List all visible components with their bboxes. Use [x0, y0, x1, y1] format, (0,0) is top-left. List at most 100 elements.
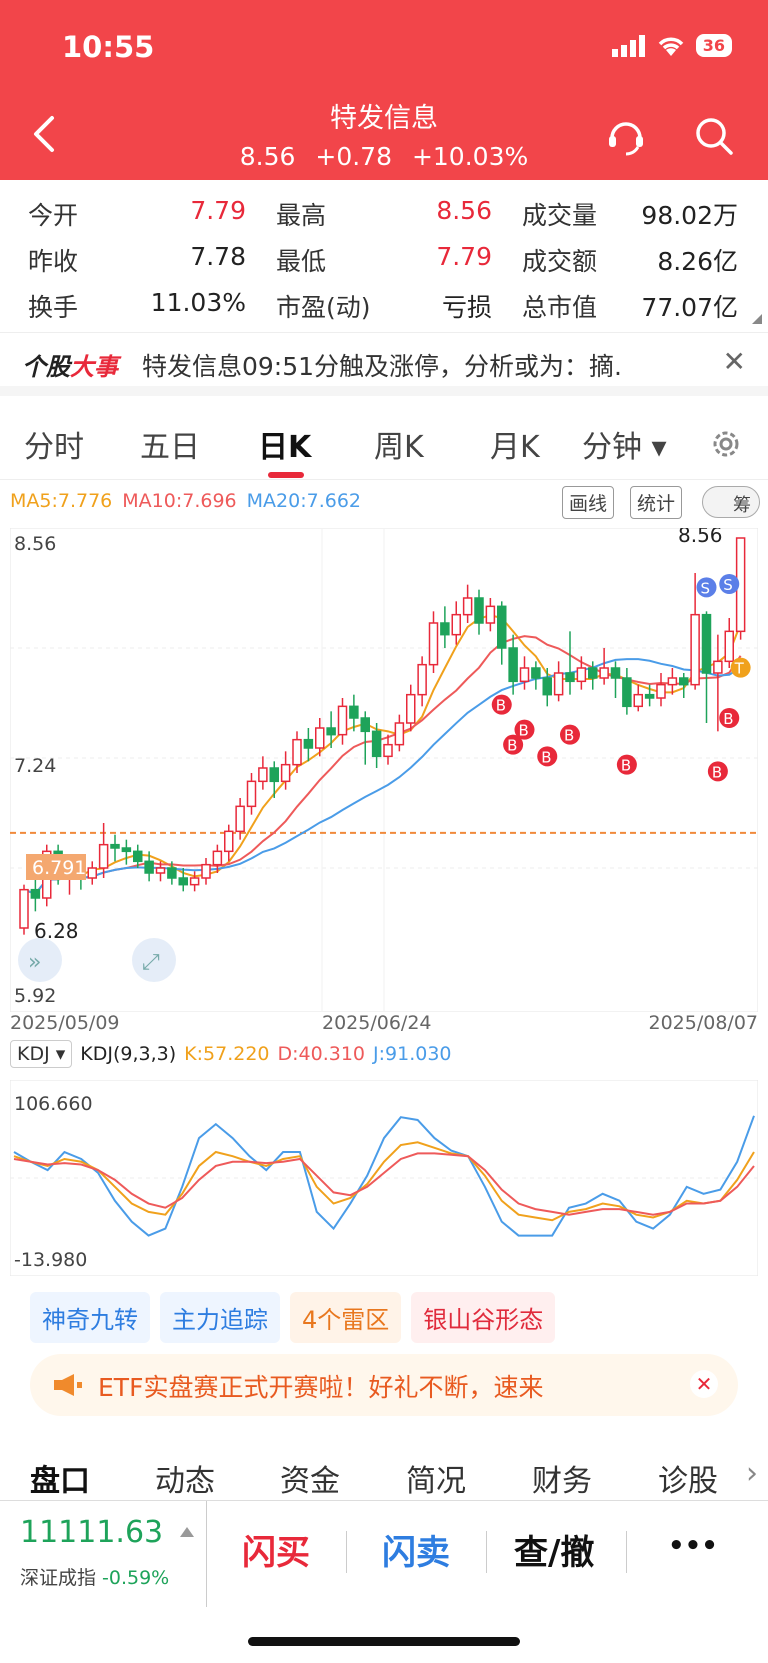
dash-price-badge	[26, 854, 86, 880]
candle-body	[212, 850, 223, 866]
candle-body	[485, 605, 496, 624]
price-top-label: 8.56	[14, 533, 56, 555]
chart-period-tabs: 分时 五日 日K 周K 月K 分钟 ▾	[0, 406, 768, 480]
tab-monthly-k[interactable]: 月K	[490, 430, 540, 465]
promo-banner[interactable]: ETF实盘赛正式开赛啦！好礼不断，速来 ✕	[30, 1354, 738, 1416]
tool-risk-zones[interactable]: 4个雷区	[290, 1292, 402, 1343]
chevron-right-icon[interactable]: ›	[746, 1456, 758, 1491]
candle-body	[599, 667, 609, 679]
bottom-trade-bar: 11111.63 深证成指 -0.59% 闪买 闪卖 查/撤 •••	[0, 1500, 768, 1663]
expand-corner-icon[interactable]	[752, 314, 762, 324]
customer-service-icon[interactable]	[604, 114, 648, 158]
tab-intraday[interactable]: 分时	[24, 430, 84, 465]
candle-body	[349, 705, 359, 719]
market-cap-value: 77.07亿	[641, 293, 738, 322]
caret-up-icon	[180, 1527, 194, 1537]
date-label-3: 2025/08/07	[648, 1012, 758, 1034]
candle-body	[258, 767, 268, 783]
index-value[interactable]: 11111.63	[20, 1515, 164, 1550]
kdj-chart[interactable]: 106.660 -13.980	[10, 1080, 758, 1276]
candle-body	[371, 730, 382, 758]
expand-arrows-icon: ⤢	[142, 950, 160, 975]
news-bar[interactable]: 个股大事 特发信息09:51分触及涨停，分析或为：摘. ✕	[0, 332, 768, 396]
candle-body	[679, 677, 689, 686]
kdj-j: J:91.030	[373, 1043, 452, 1065]
marker-b-text: B	[519, 722, 529, 740]
prev-close-label: 昨收	[28, 247, 79, 276]
candle-body	[497, 605, 507, 649]
draw-line-button[interactable]: 画线	[562, 486, 615, 519]
index-name-row: 深证成指 -0.59%	[20, 1563, 169, 1590]
tab-minute[interactable]: 分钟 ▾	[582, 430, 667, 465]
marker-b-icon	[537, 746, 558, 767]
low-label: 最低	[276, 247, 327, 276]
search-icon[interactable]	[692, 114, 736, 158]
volume-label: 成交量	[522, 201, 598, 230]
query-cancel-button[interactable]: 查/撤	[514, 1533, 595, 1573]
indicator-select[interactable]: KDJ ▾	[10, 1040, 73, 1068]
open-value: 7.79	[190, 196, 246, 225]
stats-button[interactable]: 统计	[630, 486, 683, 519]
gear-icon[interactable]	[710, 428, 742, 460]
quick-sell-button[interactable]: 闪卖	[382, 1533, 450, 1573]
volume-value: 98.02万	[641, 201, 738, 230]
status-icons: 36	[611, 34, 732, 57]
close-icon[interactable]: ✕	[690, 1370, 718, 1398]
candle-body	[542, 677, 552, 696]
ma-legend: MA5:7.776 MA10:7.696 MA20:7.662	[10, 490, 361, 512]
collapse-icon[interactable]	[18, 938, 62, 982]
high-mark-label: 8.56	[678, 528, 723, 547]
open-label: 今开	[28, 201, 79, 230]
tool-magic-nine[interactable]: 神奇九转	[30, 1292, 150, 1343]
marker-s-text: S	[701, 579, 711, 597]
tab-daily-k[interactable]: 日K	[258, 430, 312, 465]
divider	[206, 1501, 207, 1607]
marker-b-text: B	[507, 737, 517, 755]
marker-b-text: B	[496, 697, 506, 715]
tab-diagnosis[interactable]: 诊股	[658, 1464, 718, 1499]
candle-body	[474, 597, 484, 624]
marker-b-text: B	[564, 727, 574, 745]
status-time: 10:55	[62, 30, 155, 64]
bs-markers: BBBBBBBBSSST	[491, 574, 751, 782]
index-name: 深证成指	[20, 1567, 97, 1589]
marker-b-text: B	[621, 757, 631, 775]
candle-body	[144, 860, 154, 874]
kdj-lines	[13, 1115, 755, 1237]
tab-news[interactable]: 动态	[155, 1464, 215, 1499]
close-icon[interactable]: ✕	[722, 345, 746, 378]
chip-toggle[interactable]: 筹	[702, 486, 760, 518]
news-logo-a: 个股	[22, 353, 70, 381]
ma10-label: MA10:7.696	[122, 490, 237, 512]
tab-funds[interactable]: 资金	[280, 1464, 340, 1499]
amount-value: 8.26亿	[657, 247, 738, 276]
ma10-line	[23, 635, 742, 896]
tool-main-force[interactable]: 主力追踪	[160, 1292, 280, 1343]
tab-finance[interactable]: 财务	[532, 1464, 592, 1499]
marker-b-icon	[514, 719, 535, 740]
candle-body	[713, 660, 723, 674]
news-text[interactable]: 特发信息09:51分触及涨停，分析或为：摘.	[142, 352, 622, 381]
more-icon[interactable]: •••	[668, 1531, 718, 1561]
dash-price-label: 6.791	[32, 857, 86, 879]
battery-icon: 36	[695, 34, 732, 57]
quick-buy-button[interactable]: 闪买	[242, 1533, 310, 1573]
stock-subtitle: 8.56 +0.78 +10.03%	[0, 142, 768, 171]
candle-body	[553, 672, 564, 696]
tab-order-book[interactable]: 盘口	[30, 1464, 90, 1499]
tab-profile[interactable]: 简况	[406, 1464, 466, 1499]
fullscreen-icon[interactable]	[132, 938, 176, 982]
back-button[interactable]	[28, 114, 60, 154]
candle-body	[565, 672, 575, 683]
tab-weekly-k[interactable]: 周K	[374, 430, 424, 465]
high-label: 最高	[276, 201, 327, 230]
marker-b-text: B	[712, 763, 722, 781]
tool-valley-pattern[interactable]: 银山谷形态	[411, 1292, 556, 1343]
quote-row-1: 今开 7.79 最高 8.56 成交量 98.02万	[0, 196, 768, 242]
candle-body	[531, 667, 541, 679]
kdj-bottom-label: -13.980	[14, 1249, 87, 1271]
app-header: 10:55 36 特发信息 8.56 +0.78 +10.03%	[0, 0, 768, 180]
tab-five-day[interactable]: 五日	[140, 430, 200, 465]
news-logo-b: 大事	[70, 353, 118, 381]
